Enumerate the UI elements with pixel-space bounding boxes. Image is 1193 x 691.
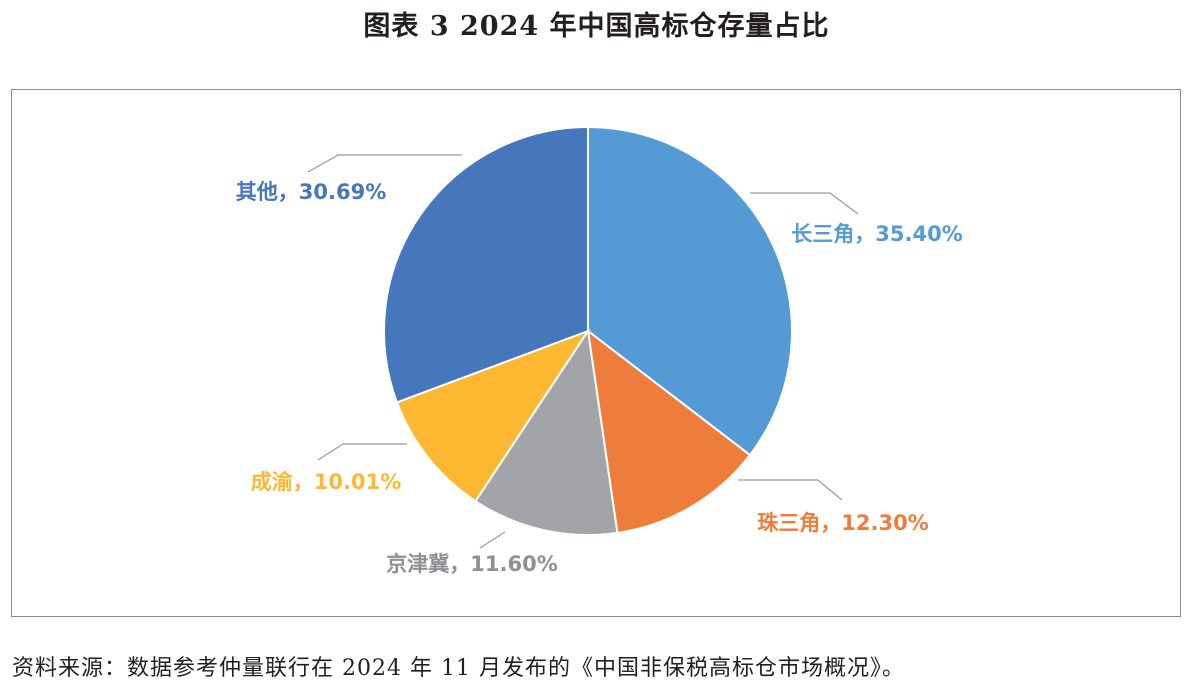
leader-line	[750, 192, 859, 215]
pie-slices	[383, 125, 793, 536]
slice-label: 京津冀，11.60%	[386, 552, 557, 576]
pie-slice	[383, 125, 589, 404]
leader-line	[479, 531, 506, 549]
source-note: 资料来源：数据参考仲量联行在 2024 年 11 月发布的《中国非保税高标仓市场…	[12, 656, 905, 681]
slice-labels: 长三角，35.40% 珠三角，12.30% 京津冀，11.60% 成渝，10.01% 其…	[236, 180, 963, 576]
pie-slice	[587, 125, 793, 457]
chart-title: 图表 3 2024 年中国高标仓存量占比	[363, 11, 830, 42]
leader-line	[307, 154, 462, 173]
slice-label: 其他，30.69%	[236, 180, 386, 204]
chart-frame	[11, 89, 1181, 617]
slice-label: 成渝，10.01%	[251, 470, 401, 494]
leader-line	[317, 443, 407, 461]
leader-line	[738, 479, 843, 501]
slice-label: 长三角，35.40%	[791, 222, 962, 246]
leader-lines	[307, 154, 859, 549]
pie-slice	[474, 328, 619, 536]
pie-slice	[395, 328, 591, 503]
pie-slice	[586, 328, 752, 535]
slice-label: 珠三角，12.30%	[757, 511, 928, 535]
